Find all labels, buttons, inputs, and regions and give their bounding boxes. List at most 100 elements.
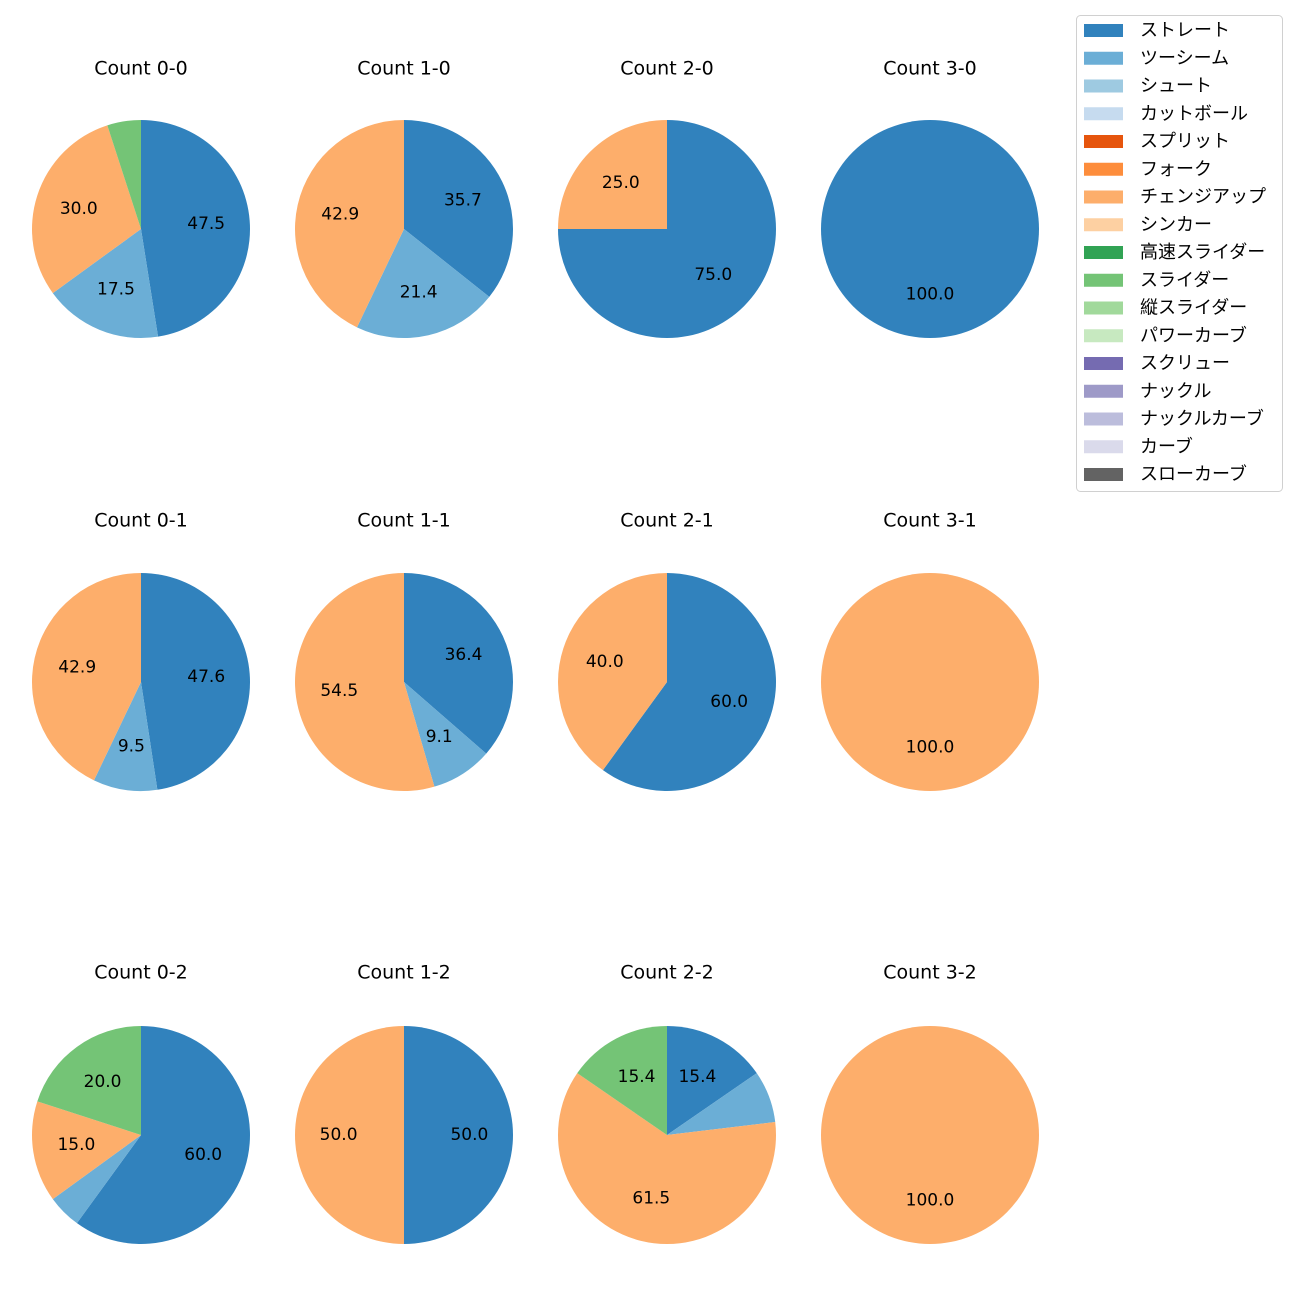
- slice-label: 100.0: [906, 1190, 955, 1210]
- legend-label: ツーシーム: [1140, 48, 1229, 69]
- slice-チェンジアップ: [821, 1026, 1039, 1244]
- legend-swatch: [1084, 273, 1123, 287]
- legend-label: スローカーブ: [1140, 463, 1247, 485]
- slice-label: 35.7: [444, 191, 482, 211]
- legend-label: スライダー: [1140, 270, 1229, 291]
- slice-label: 50.0: [320, 1125, 358, 1145]
- legend-item: チェンジアップ: [1084, 187, 1266, 208]
- legend-swatch: [1084, 190, 1123, 204]
- slice-label: 36.4: [445, 645, 483, 665]
- slice-ツーシーム: [404, 682, 487, 787]
- pie-count-3-1: Count 3-1 100.0: [821, 510, 1039, 791]
- slice-label: 42.9: [321, 205, 359, 225]
- legend-swatch: [1084, 329, 1123, 343]
- slice-label: 75.0: [694, 265, 732, 285]
- legend-item: スクリュー: [1084, 353, 1230, 374]
- legend-label: チェンジアップ: [1140, 187, 1266, 208]
- pie-title: Count 0-2: [94, 962, 188, 984]
- slice-label: 21.4: [400, 283, 438, 303]
- pie-count-2-1: Count 2-1 60.0 40.0: [557, 510, 776, 791]
- legend-item: スローカーブ: [1084, 463, 1247, 485]
- legend-swatch: [1084, 301, 1123, 315]
- slice-ストレート: [141, 120, 250, 337]
- slice-label: 15.4: [618, 1067, 656, 1087]
- legend-label: カーブ: [1140, 435, 1193, 457]
- slice-ツーシーム: [52, 229, 159, 338]
- legend-label: ストレート: [1140, 20, 1230, 41]
- slice-label: 25.0: [602, 173, 640, 193]
- legend-swatch: [1084, 412, 1123, 426]
- slice-ストレート: [667, 1026, 757, 1135]
- legend-swatch: [1084, 51, 1123, 65]
- slice-label: 100.0: [906, 284, 955, 304]
- slice-label: 47.6: [187, 667, 225, 687]
- pie-count-1-1: Count 1-1 36.4 9.1 54.5: [295, 510, 514, 791]
- legend-label: パワーカーブ: [1140, 324, 1247, 346]
- pie-title: Count 1-1: [357, 510, 451, 532]
- legend-swatch: [1084, 135, 1123, 148]
- slice-label: 15.0: [57, 1135, 95, 1155]
- legend-label: カットボール: [1140, 103, 1248, 124]
- slice-label: 42.9: [58, 658, 96, 678]
- legend-item: 高速スライダー: [1084, 242, 1265, 263]
- slice-チェンジアップ: [295, 573, 435, 791]
- pie-count-2-2: Count 2-2 15.4 61.5 15.4: [558, 962, 776, 1245]
- legend-items: ストレートツーシームシュートカットボールスプリットフォークチェンジアップシンカー…: [1084, 20, 1266, 485]
- legend-label: ナックルカーブ: [1140, 408, 1264, 430]
- pie-count-2-0: Count 2-0 75.0 25.0: [558, 58, 776, 338]
- legend-item: カットボール: [1084, 103, 1248, 124]
- slice-チェンジアップ: [295, 1026, 404, 1244]
- legend-item: 縦スライダー: [1084, 298, 1247, 319]
- slice-label: 54.5: [320, 681, 358, 701]
- slice-チェンジアップ: [557, 572, 667, 771]
- slice-スライダー: [37, 1026, 141, 1135]
- pie-count-3-2: Count 3-2 100.0: [821, 962, 1039, 1244]
- legend-swatch: [1084, 218, 1123, 232]
- legend-label: シュート: [1140, 76, 1212, 97]
- slice-label: 61.5: [632, 1188, 670, 1208]
- legend-item: シュート: [1084, 76, 1212, 97]
- pie-title: Count 1-2: [357, 962, 451, 984]
- legend-item: ナックルカーブ: [1084, 408, 1264, 430]
- legend-swatch: [1084, 440, 1123, 454]
- legend-label: 高速スライダー: [1140, 242, 1265, 263]
- slice-チェンジアップ: [31, 1101, 141, 1200]
- legend-item: ナックル: [1084, 381, 1211, 402]
- slice-label: 40.0: [586, 652, 624, 672]
- slice-チェンジアップ: [558, 1073, 776, 1245]
- pie-title: Count 3-2: [883, 962, 977, 984]
- slice-label: 9.5: [118, 737, 145, 757]
- legend-item: スプリット: [1084, 131, 1230, 152]
- slice-ストレート: [404, 573, 514, 754]
- slice-label: 47.5: [187, 214, 225, 234]
- legend-swatch: [1084, 162, 1123, 176]
- slice-チェンジアップ: [821, 573, 1039, 791]
- legend-item: ツーシーム: [1084, 48, 1229, 69]
- slice-label: 17.5: [97, 279, 135, 299]
- slice-スライダー: [577, 1026, 667, 1135]
- legend-label: スプリット: [1140, 131, 1230, 152]
- pie-count-0-0: Count 0-0 47.5 17.5 30.0: [31, 58, 250, 338]
- slice-チェンジアップ: [31, 573, 141, 781]
- legend-swatch: [1084, 24, 1123, 37]
- slice-label: 20.0: [84, 1072, 122, 1092]
- slice-ツーシーム: [93, 682, 158, 791]
- legend-label: フォーク: [1140, 159, 1212, 180]
- legend-item: シンカー: [1084, 214, 1212, 235]
- slice-label: 60.0: [710, 692, 748, 712]
- pie-title: Count 0-1: [94, 510, 188, 532]
- slice-ストレート: [141, 573, 251, 790]
- slice-ツーシーム: [356, 229, 490, 338]
- legend-label: 縦スライダー: [1140, 298, 1247, 319]
- legend-frame: [1076, 15, 1283, 492]
- pie-title: Count 2-0: [620, 58, 714, 80]
- legend-swatch: [1084, 357, 1123, 370]
- legend-swatch: [1084, 79, 1123, 93]
- slice-label: 50.0: [450, 1125, 488, 1145]
- legend-item: フォーク: [1084, 159, 1212, 180]
- legend: ストレートツーシームシュートカットボールスプリットフォークチェンジアップシンカー…: [1076, 15, 1283, 492]
- pie-title: Count 2-2: [620, 962, 714, 984]
- slice-ストレート: [602, 573, 776, 791]
- slice-スライダー: [107, 120, 141, 229]
